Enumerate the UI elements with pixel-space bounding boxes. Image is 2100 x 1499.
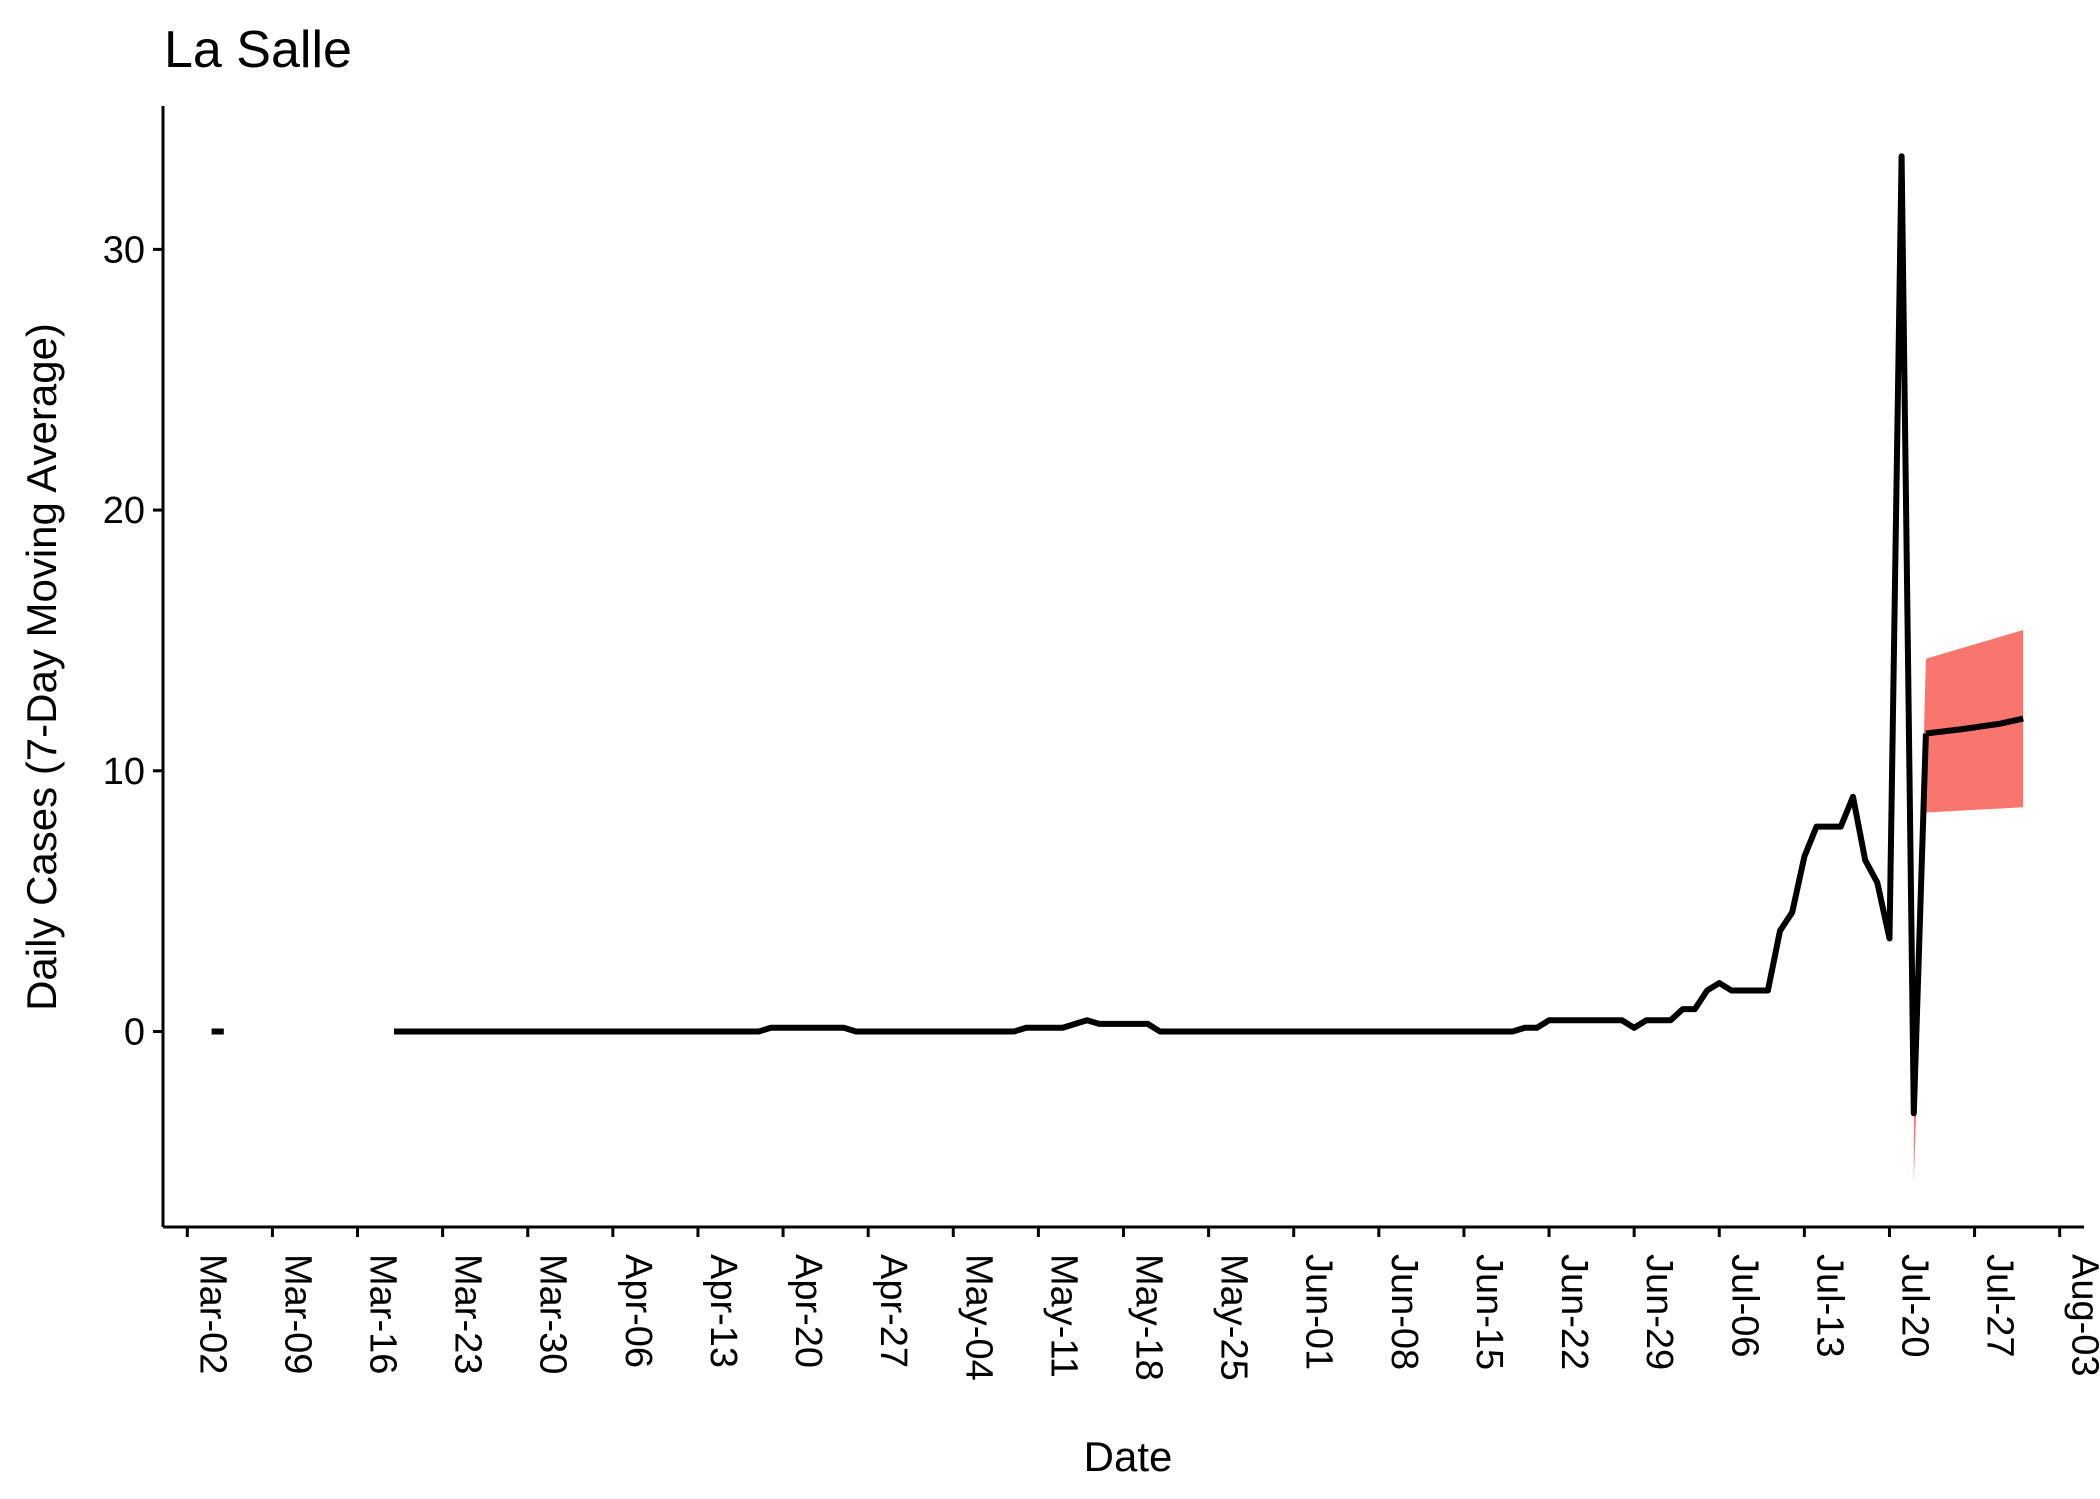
x-tick-label: Mar-30: [532, 1254, 574, 1374]
x-tick-label: Jun-01: [1298, 1254, 1340, 1370]
x-tick-label: Jun-08: [1383, 1254, 1425, 1370]
x-tick-label: May-11: [1042, 1254, 1084, 1378]
x-tick-label: Jun-15: [1468, 1254, 1510, 1370]
x-axis-ticks: Mar-02 Mar-09 Mar-16 Mar-23 Mar-30 Apr-06 Apr-…: [185, 1227, 2100, 1381]
x-tick-label: May-04: [957, 1254, 999, 1381]
x-tick-label: Jul-13: [1808, 1254, 1850, 1358]
x-tick-label: May-25: [1213, 1254, 1255, 1381]
y-tick-label: 0: [124, 1011, 145, 1053]
series-line-segment-3: [1925, 715, 2024, 737]
y-axis-label: Daily Cases (7-Day Moving Average): [18, 323, 65, 1011]
x-tick-label: Mar-23: [447, 1254, 489, 1374]
x-tick-label: Apr-06: [617, 1254, 659, 1368]
x-tick-label: Apr-27: [872, 1254, 914, 1368]
x-tick-label: Apr-13: [702, 1254, 744, 1368]
x-tick-label: Jun-29: [1638, 1254, 1680, 1370]
y-tick-label: 10: [103, 751, 145, 793]
x-tick-label: May-18: [1128, 1254, 1170, 1381]
x-axis-label: Date: [1084, 1433, 1173, 1480]
x-tick-label: Jul-20: [1894, 1254, 1936, 1358]
y-axis-ticks: 0 10 20 30: [103, 229, 163, 1053]
y-tick-label: 20: [103, 490, 145, 532]
series-line-layer: [211, 153, 2024, 1117]
series-line-segment-2: [394, 153, 1929, 1117]
x-tick-label: Jul-06: [1723, 1254, 1765, 1358]
x-tick-label: Aug-03: [2064, 1254, 2100, 1377]
x-tick-label: Mar-09: [276, 1254, 318, 1374]
y-tick-label: 30: [103, 229, 145, 271]
chart-title: La Salle: [164, 21, 352, 79]
x-tick-label: Apr-20: [787, 1254, 829, 1368]
x-tick-label: Mar-02: [191, 1254, 233, 1374]
x-tick-label: Mar-16: [362, 1254, 404, 1374]
forecast-ribbon: [1913, 630, 2024, 1183]
x-tick-label: Jun-22: [1553, 1254, 1595, 1370]
x-tick-label: Jul-27: [1979, 1254, 2021, 1358]
forecast-ribbon-layer: [1913, 630, 2024, 1183]
